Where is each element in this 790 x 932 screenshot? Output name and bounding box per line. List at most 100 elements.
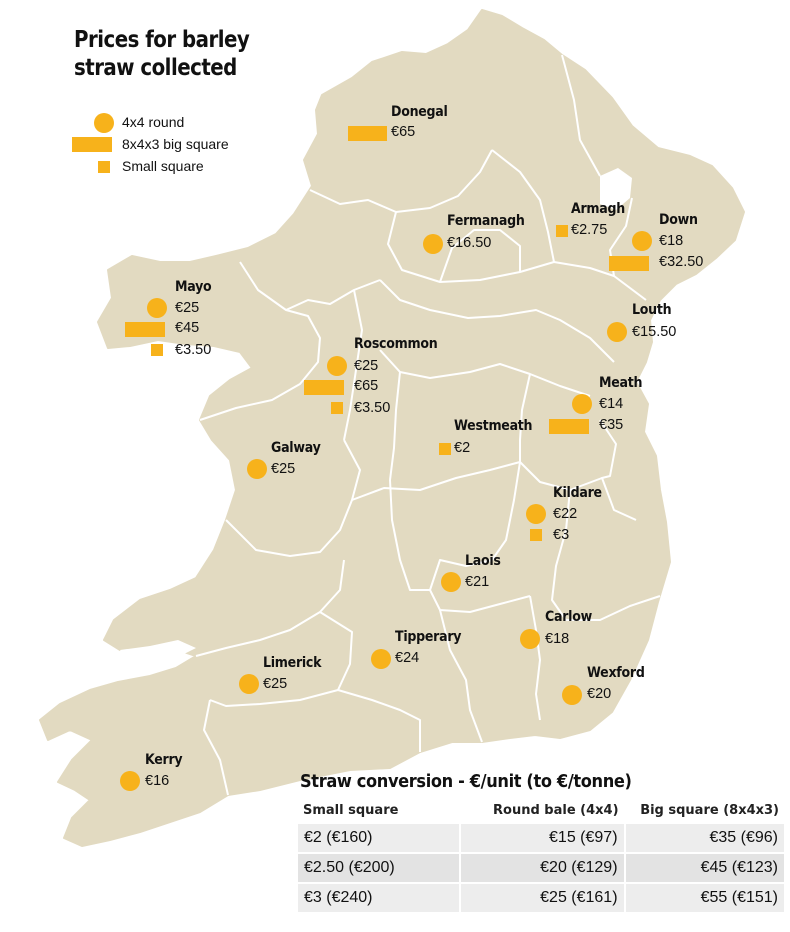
small-square-bale-icon xyxy=(151,344,163,356)
price-tipperary-round: €24 xyxy=(395,650,420,666)
table-cell: €20 (€129) xyxy=(459,852,626,884)
border-derry-antrim xyxy=(561,54,601,177)
border-galway-east xyxy=(225,439,361,557)
small-square-bale-icon xyxy=(556,225,568,237)
conversion-title: Straw conversion - €/unit (to €/tonne) xyxy=(300,771,632,792)
table-cell: €45 (€123) xyxy=(623,852,787,884)
border-down xyxy=(609,197,647,301)
round-bale-icon xyxy=(94,113,114,133)
big-square-bale-icon xyxy=(549,419,589,434)
border-cork-kerry xyxy=(203,699,229,796)
border-waterford xyxy=(337,689,421,752)
round-bale-icon xyxy=(572,394,592,414)
border-tipperary-west xyxy=(209,611,353,707)
price-meath-round: €14 xyxy=(599,396,624,412)
price-laois-round: €21 xyxy=(465,574,490,590)
county-label-wexford: Wexford xyxy=(587,665,645,681)
table-row: €2.50 (€200) €20 (€129) €45 (€123) xyxy=(295,852,787,884)
title-line-2: straw collected xyxy=(74,55,237,81)
round-bale-icon xyxy=(327,356,347,376)
price-kildare-round: €22 xyxy=(553,506,578,522)
conversion-table: Small square Round bale (4x4) Big square… xyxy=(295,800,787,914)
border-offaly xyxy=(351,461,521,501)
conversion-header-row: Small square Round bale (4x4) Big square… xyxy=(297,800,785,823)
price-wexford-round: €20 xyxy=(587,686,612,702)
small-square-bale-icon xyxy=(439,443,451,455)
border-tipperary-east xyxy=(389,479,430,591)
county-label-laois: Laois xyxy=(465,553,501,569)
border-roscommon xyxy=(343,289,363,441)
ireland-landmass xyxy=(39,9,745,847)
price-kildare-small-square: €3 xyxy=(553,527,570,543)
border-tyrone xyxy=(491,149,555,263)
table-row: €3 (€240) €25 (€161) €55 (€151) xyxy=(295,882,787,914)
price-mayo-small-square: €3.50 xyxy=(175,342,212,358)
county-label-carlow: Carlow xyxy=(545,609,592,625)
big-square-bale-icon xyxy=(125,322,165,337)
price-roscommon-round: €25 xyxy=(354,358,379,374)
lough-neagh xyxy=(600,168,632,210)
county-label-tipperary: Tipperary xyxy=(395,629,462,645)
big-square-bale-icon xyxy=(72,137,112,152)
round-bale-icon xyxy=(607,322,627,342)
price-galway-round: €25 xyxy=(271,461,296,477)
county-label-roscommon: Roscommon xyxy=(354,336,438,352)
border-fermanagh xyxy=(439,229,521,283)
border-clare-limerick xyxy=(195,559,345,657)
price-westmeath-small-square: €2 xyxy=(454,440,471,456)
round-bale-icon xyxy=(147,298,167,318)
price-down-big-square: €32.50 xyxy=(659,254,704,270)
price-meath-big-square: €35 xyxy=(599,417,624,433)
small-square-bale-icon xyxy=(331,402,343,414)
border-carlow xyxy=(529,595,541,721)
border-longford-westmeath xyxy=(379,349,591,397)
county-label-mayo: Mayo xyxy=(175,279,212,295)
price-mayo-big-square: €45 xyxy=(175,320,200,336)
county-label-meath: Meath xyxy=(599,375,643,391)
county-label-galway: Galway xyxy=(271,440,321,456)
small-square-bale-icon xyxy=(98,161,110,173)
round-bale-icon xyxy=(632,231,652,251)
county-label-down: Down xyxy=(659,212,698,228)
price-down-round: €18 xyxy=(659,233,684,249)
price-limerick-round: €25 xyxy=(263,676,288,692)
border-mayo-galway xyxy=(199,309,321,421)
round-bale-icon xyxy=(441,572,461,592)
county-label-fermanagh: Fermanagh xyxy=(447,213,525,229)
table-cell: €35 (€96) xyxy=(623,822,787,854)
big-square-bale-icon xyxy=(348,126,387,141)
price-louth-round: €15.50 xyxy=(632,324,677,340)
table-cell: €2.50 (€200) xyxy=(295,852,462,884)
table-cell: €15 (€97) xyxy=(459,822,626,854)
border-wicklow xyxy=(551,489,661,621)
header-big-square: Big square (8x4x3) xyxy=(624,800,785,823)
round-bale-icon xyxy=(520,629,540,649)
price-armagh-small-square: €2.75 xyxy=(571,222,608,238)
table-cell: €2 (€160) xyxy=(295,822,462,854)
title-line-1: Prices for barley xyxy=(74,27,250,53)
round-bale-icon xyxy=(562,685,582,705)
price-kerry-round: €16 xyxy=(145,773,170,789)
table-row: €2 (€160) €15 (€97) €35 (€96) xyxy=(295,822,787,854)
big-square-bale-icon xyxy=(304,380,344,395)
shannon-estuary xyxy=(120,640,196,658)
big-square-bale-icon xyxy=(609,256,649,271)
county-label-kildare: Kildare xyxy=(553,485,602,501)
price-fermanagh-round: €16.50 xyxy=(447,235,492,251)
price-mayo-round: €25 xyxy=(175,300,200,316)
header-round-bale: Round bale (4x4) xyxy=(460,800,625,823)
county-label-armagh: Armagh xyxy=(571,201,625,217)
county-label-louth: Louth xyxy=(632,302,672,318)
legend-label-big-square: 8x4x3 big square xyxy=(122,136,229,152)
county-label-kerry: Kerry xyxy=(145,752,183,768)
price-roscommon-big-square: €65 xyxy=(354,378,379,394)
price-carlow-round: €18 xyxy=(545,631,570,647)
county-label-donegal: Donegal xyxy=(391,104,448,120)
table-cell: €3 (€240) xyxy=(295,882,462,914)
border-westmeath-south xyxy=(389,371,401,481)
header-small-square: Small square xyxy=(297,800,461,823)
county-label-westmeath: Westmeath xyxy=(454,418,533,434)
legend-label-small-square: Small square xyxy=(122,158,204,174)
border-northern-ireland-west xyxy=(387,211,615,283)
round-bale-icon xyxy=(120,771,140,791)
